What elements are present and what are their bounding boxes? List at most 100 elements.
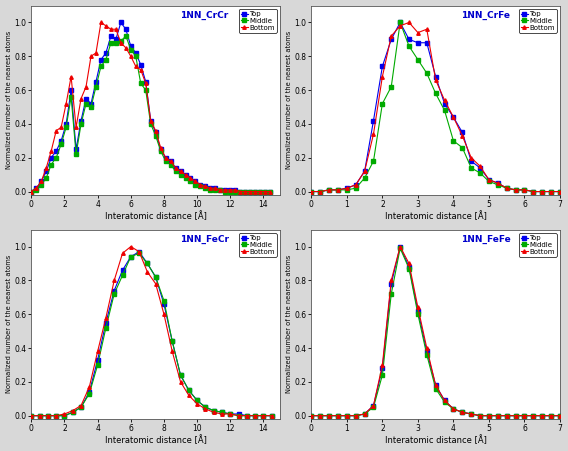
Middle [137,81,144,86]
Text: 1NN_FeCr: 1NN_FeCr [181,235,229,244]
Middle [266,189,273,194]
Top [244,413,250,419]
Bottom [308,413,315,419]
Top [388,281,395,286]
Middle [202,185,209,191]
Middle [98,64,105,69]
Bottom [361,169,368,174]
Bottom [266,189,273,194]
Bottom [247,189,253,194]
Middle [361,175,368,181]
Bottom [432,77,439,83]
Bottom [521,413,528,419]
Bottom [539,413,546,419]
Bottom [494,180,501,186]
Top [112,37,119,42]
Bottom [78,96,85,101]
Bottom [512,413,519,419]
Bottom [87,54,94,59]
Middle [227,189,233,194]
Line: Top: Top [310,245,562,418]
Top [43,169,49,174]
Middle [317,413,324,419]
Bottom [441,398,448,403]
Bottom [325,413,332,419]
Middle [86,391,93,396]
Top [177,169,184,174]
Bottom [325,187,332,193]
Bottom [48,148,55,154]
Bottom [557,413,563,419]
Top [169,339,176,344]
Top [235,411,242,417]
Middle [530,413,537,419]
Middle [247,189,253,194]
Top [123,27,130,32]
Middle [548,189,554,194]
Top [78,405,85,410]
Bottom [486,177,492,183]
Middle [530,189,537,194]
Bottom [194,401,201,406]
Middle [217,187,224,193]
Bottom [43,165,49,170]
Top [468,411,475,417]
Top [459,410,466,415]
Middle [388,291,395,297]
Top [212,185,219,191]
Top [58,138,65,143]
Top [370,403,377,408]
Middle [102,57,109,62]
Top [260,413,267,419]
Top [44,413,51,419]
Top [325,413,332,419]
Top [194,398,201,403]
Top [237,189,244,194]
Middle [503,185,510,191]
Top [182,172,189,177]
Middle [486,413,492,419]
Middle [308,413,315,419]
Middle [62,124,69,130]
Bottom [361,411,368,417]
Middle [127,47,134,52]
Top [486,413,492,419]
Top [136,249,143,254]
X-axis label: Interatomic distance [Å]: Interatomic distance [Å] [105,212,207,221]
Middle [539,189,546,194]
Bottom [86,384,93,390]
Middle [112,40,119,46]
Middle [503,413,510,419]
Top [93,79,99,84]
Middle [192,182,199,188]
Top [441,398,448,403]
Middle [94,362,101,368]
Middle [162,158,169,164]
Middle [396,20,403,25]
Top [28,413,35,419]
Bottom [152,281,159,286]
Bottom [530,413,537,419]
Top [98,57,105,62]
Top [197,182,204,188]
Middle [118,38,124,44]
Middle [161,298,168,304]
Bottom [423,27,430,32]
Bottom [33,185,40,191]
Line: Top: Top [310,21,562,193]
Top [157,147,164,152]
Bottom [118,40,124,46]
Bottom [161,312,168,317]
Top [308,413,315,419]
Bottom [207,185,214,191]
Bottom [477,164,483,169]
Middle [415,312,421,317]
Bottom [512,187,519,193]
Middle [53,413,60,419]
Middle [432,91,439,96]
Top [242,189,249,194]
Line: Top: Top [30,250,273,418]
Middle [423,352,430,358]
Bottom [232,187,239,193]
Bottom [406,20,412,25]
